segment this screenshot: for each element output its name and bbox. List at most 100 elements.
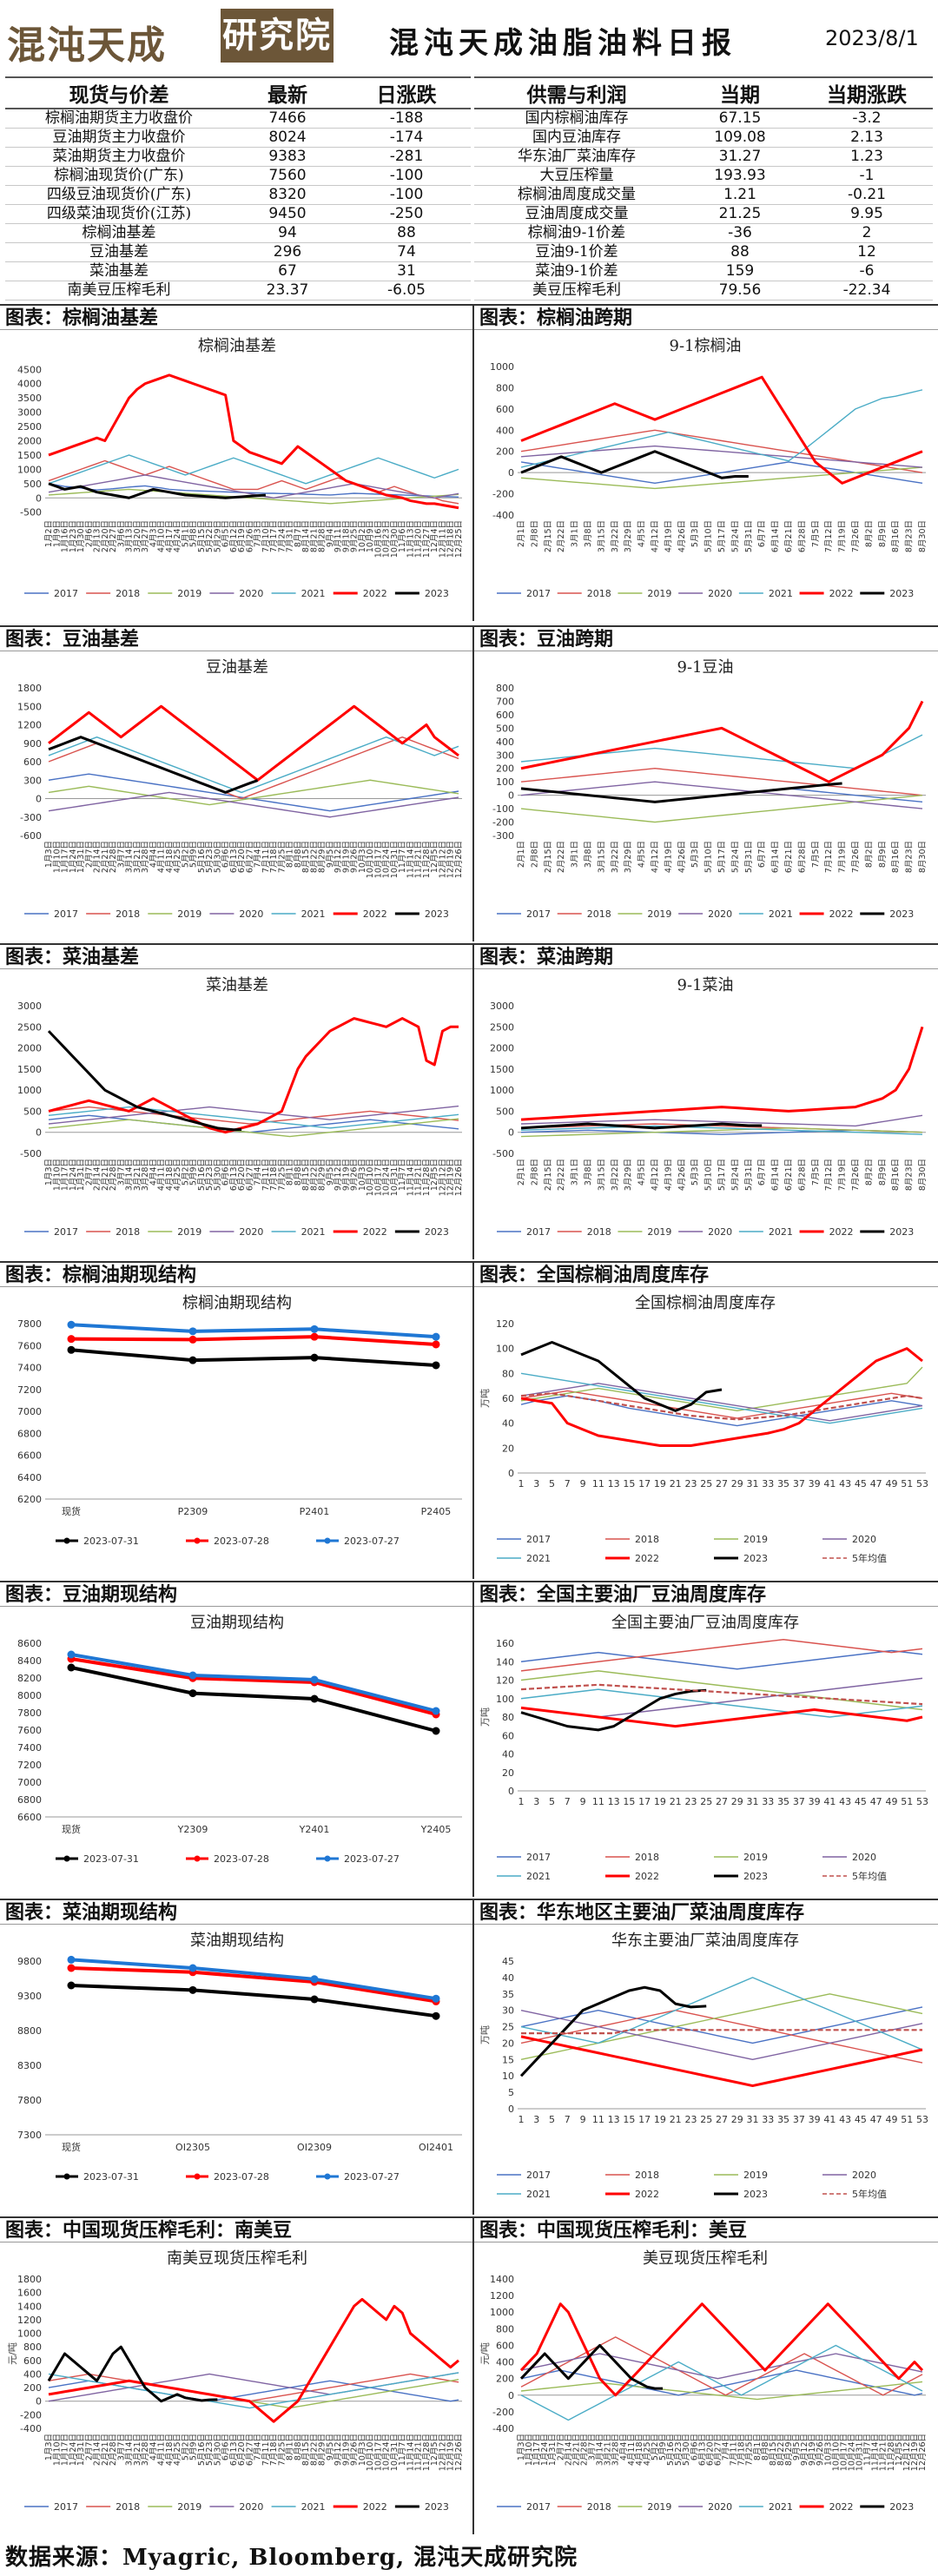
x-tick-label: 3月15日 xyxy=(597,841,606,873)
x-tick-label: 1 xyxy=(519,2114,525,2125)
y-tick-label: 0 xyxy=(36,1127,42,1139)
y-tick-label: 100 xyxy=(496,1344,514,1355)
cell-value: -100 xyxy=(342,166,472,186)
legend-label: 2018 xyxy=(116,908,140,920)
y-axis-label: 万吨 xyxy=(479,1389,491,1408)
x-tick-label: 33 xyxy=(762,1478,774,1489)
x-tick-label: 8月8日 xyxy=(294,1159,303,1186)
legend-label: 5年均值 xyxy=(852,1552,887,1564)
cell-value: 109.08 xyxy=(679,128,801,148)
cell-value: 9383 xyxy=(233,147,342,167)
data-point xyxy=(67,1345,76,1354)
x-tick-label: 12月19日 xyxy=(446,841,456,878)
series-line-2021 xyxy=(520,389,923,468)
x-tick-label: 5月9日 xyxy=(189,1159,199,1186)
x-tick-label: 2月28日 xyxy=(109,1159,118,1191)
x-tick-label: 11月21日 xyxy=(414,1159,424,1196)
x-tick-label: 9月5日 xyxy=(326,841,335,868)
legend-label: 2019 xyxy=(647,588,671,599)
chart-0: 棕榈油基差 4500 4000 3500 3000 2500 2000 1500 1000 500… xyxy=(17,337,464,599)
x-tick-label: 7月11日 xyxy=(261,1159,271,1191)
x-tick-label: 9月19日 xyxy=(341,2434,351,2466)
data-point xyxy=(310,1975,319,1984)
x-tick-label: 5月31日 xyxy=(744,841,754,873)
legend-label: 2023 xyxy=(889,1226,914,1238)
series-line-2019 xyxy=(48,1118,459,1138)
x-tick-label: 2月7日 xyxy=(84,2434,94,2460)
x-tick-label: 2月14日 xyxy=(93,841,102,873)
data-point xyxy=(67,1955,76,1964)
x-tick-label: 33 xyxy=(762,2114,774,2125)
y-tick-label: 1800 xyxy=(17,2274,42,2285)
x-tick-label: 1月17日 xyxy=(61,1159,70,1191)
y-tick-label: 0 xyxy=(36,2396,42,2408)
legend-label: 2023 xyxy=(743,1871,768,1882)
x-tick-label: 6月21日 xyxy=(784,841,794,873)
x-tick-label: 11月28日 xyxy=(887,2434,896,2471)
x-tick-label: 35 xyxy=(777,1478,789,1489)
series-line-2023-07-31 xyxy=(70,1666,437,1733)
chart-2: 豆油基差1800150012009006003000-300-6001月3日1月… xyxy=(17,658,464,920)
y-tick-label: 2500 xyxy=(17,1021,42,1033)
x-tick-label: 7月18日 xyxy=(269,1159,279,1191)
table-row: 四级豆油现货价(广东) 8320 -100 棕榈油周度成交量 1.21 -0.21 xyxy=(5,185,933,205)
x-tick-label: 8月29日 xyxy=(318,2434,327,2466)
y-tick-label: 6800 xyxy=(17,1428,42,1439)
x-tick-label: 4月25日 xyxy=(173,2434,182,2466)
x-tick-label: 7月11日 xyxy=(261,2434,271,2466)
x-tick-label: 7月26日 xyxy=(851,841,861,873)
x-tick-label: 39 xyxy=(809,2114,821,2125)
x-tick-label: 10月3日 xyxy=(358,1159,367,1191)
x-tick-label: 7月3日 xyxy=(254,520,263,547)
data-point xyxy=(67,1335,76,1344)
cell-value: -22.34 xyxy=(801,281,933,301)
y-tick-label: 500 xyxy=(23,1106,42,1117)
legend-label: 2018 xyxy=(116,588,140,599)
x-tick-label: OI2305 xyxy=(175,2142,210,2153)
chart-title: 南美豆现货压榨毛利 xyxy=(167,2249,307,2268)
x-tick-label: 29 xyxy=(731,2114,743,2125)
x-tick-label: 7月4日 xyxy=(254,841,263,868)
y-tick-label: 1400 xyxy=(490,2274,514,2285)
legend-label: 2023-07-28 xyxy=(214,1536,269,1547)
x-tick-label: 10月17日 xyxy=(839,2434,849,2471)
x-tick-label: 8月16日 xyxy=(891,1159,901,1191)
y-tick-label: 0 xyxy=(508,2390,514,2401)
x-tick-label: 2月22日 xyxy=(557,520,566,552)
x-tick-label: 1月10日 xyxy=(52,2434,62,2466)
y-tick-label: -400 xyxy=(492,2423,514,2434)
x-tick-label: 11月28日 xyxy=(422,1159,432,1196)
legend-label: 2017 xyxy=(54,908,78,920)
legend-marker xyxy=(194,1537,201,1544)
series-line-2020 xyxy=(520,781,923,809)
y-tick-label: -200 xyxy=(492,817,514,829)
y-tick-label: 6200 xyxy=(17,1494,42,1505)
data-point xyxy=(310,1694,319,1703)
table-header: 当期 xyxy=(679,76,801,109)
x-tick-label: 3月14日 xyxy=(125,841,135,873)
x-tick-label: 3月7日 xyxy=(116,841,126,868)
x-tick-label: 2月14日 xyxy=(564,2434,573,2466)
y-tick-label: -300 xyxy=(20,812,42,823)
series-line-2023-07-27 xyxy=(70,1323,437,1339)
report-date: 2023/8/1 xyxy=(825,26,919,50)
series-line-2023 xyxy=(519,1985,707,2077)
chart-8: 豆油期现结构 8600 8400 8200 8000 7800 7600 7400 7200 70… xyxy=(17,1614,462,1865)
x-tick-label: 12月12日 xyxy=(902,2434,912,2471)
x-tick-label: 11月7日 xyxy=(398,841,407,873)
series-line-2023-07-31 xyxy=(70,1984,437,2018)
x-tick-label: 11月28日 xyxy=(422,2434,432,2471)
x-tick-label: 7 xyxy=(565,1478,571,1489)
x-tick-label: 6月27日 xyxy=(245,2434,254,2466)
x-tick-label: 1月24日 xyxy=(540,2434,550,2466)
y-tick-label: 200 xyxy=(23,2382,42,2394)
data-point xyxy=(310,1324,319,1333)
x-tick-label: 3月29日 xyxy=(624,841,633,873)
series-line-2023-07-27 xyxy=(70,1653,437,1713)
series-line-2020 xyxy=(48,1105,459,1125)
legend-label: 2021 xyxy=(769,2501,793,2513)
x-tick-label: 7月24日 xyxy=(277,520,287,552)
y-tick-label: 1000 xyxy=(490,1085,514,1096)
legend-label: 2020 xyxy=(239,908,263,920)
